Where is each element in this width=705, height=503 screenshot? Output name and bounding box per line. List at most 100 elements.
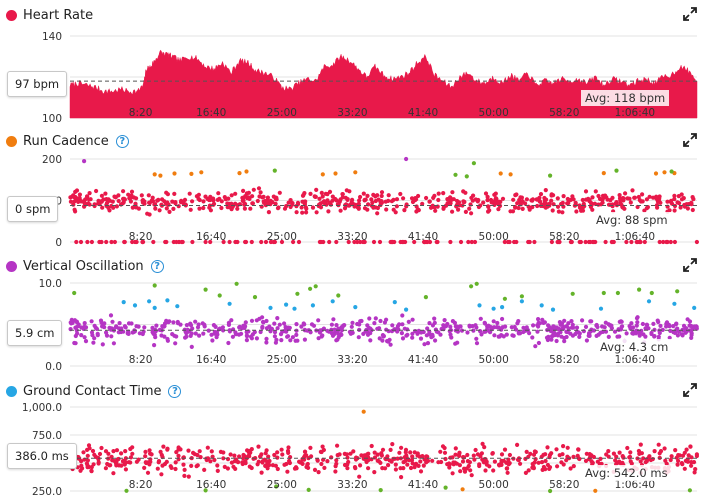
data-point <box>244 169 249 174</box>
data-point <box>386 193 391 198</box>
data-point <box>302 337 307 342</box>
data-point <box>575 453 580 458</box>
data-point <box>391 197 396 202</box>
data-point <box>173 466 178 472</box>
ground-contact-time-chart[interactable]: 1,000.0750.0500.0250.08:2016:4025:0033:2… <box>0 376 705 503</box>
data-point <box>277 190 282 195</box>
data-point <box>544 197 549 202</box>
data-point <box>251 456 256 461</box>
data-point <box>250 201 255 206</box>
data-point <box>355 239 360 245</box>
data-point <box>185 327 190 332</box>
data-point <box>628 326 633 331</box>
data-point <box>593 488 598 493</box>
data-point <box>404 333 409 338</box>
data-point <box>675 289 680 294</box>
data-point <box>625 196 630 201</box>
data-point <box>349 324 354 329</box>
data-point <box>433 208 438 213</box>
question-circle-icon[interactable]: ? <box>150 259 164 273</box>
data-point <box>317 330 322 335</box>
data-point <box>667 335 672 340</box>
data-point <box>201 199 206 204</box>
data-point <box>502 239 507 245</box>
data-point <box>302 453 307 458</box>
data-point <box>378 460 383 465</box>
data-point <box>630 188 635 193</box>
data-point <box>85 194 90 199</box>
data-point <box>334 323 339 328</box>
data-point <box>236 460 241 465</box>
data-point <box>318 449 323 454</box>
data-point <box>310 303 315 308</box>
data-point <box>283 325 288 330</box>
data-point <box>606 334 611 339</box>
data-point <box>316 318 321 323</box>
data-point <box>90 448 96 454</box>
data-point <box>471 193 476 198</box>
vertical-oscillation-chart[interactable]: 10.05.00.08:2016:4025:0033:2041:4050:005… <box>0 251 705 373</box>
data-point <box>378 318 383 324</box>
expand-arrows-icon[interactable] <box>683 7 697 21</box>
data-point <box>498 171 503 176</box>
data-point <box>499 333 504 338</box>
expand-arrows-icon[interactable] <box>683 133 697 147</box>
expand-arrows-icon[interactable] <box>683 383 697 397</box>
data-point <box>111 205 116 210</box>
data-point <box>239 325 244 330</box>
data-point <box>508 209 513 214</box>
data-point <box>591 239 597 245</box>
data-point <box>274 484 279 489</box>
data-point <box>578 239 584 245</box>
data-point <box>617 450 622 455</box>
data-point <box>668 457 673 463</box>
data-point <box>472 239 478 245</box>
expand-arrows-icon[interactable] <box>683 258 697 272</box>
data-point <box>410 199 416 205</box>
data-point <box>566 200 571 206</box>
data-point <box>675 462 680 467</box>
data-point <box>242 459 247 465</box>
data-point <box>474 341 480 346</box>
data-point <box>186 474 191 479</box>
data-point <box>533 457 538 462</box>
data-point <box>250 332 255 337</box>
data-point <box>583 458 589 463</box>
data-point <box>147 200 152 206</box>
ground-contact-time-panel: Ground Contact Time ? 1,000.0750.0500.02… <box>0 376 705 503</box>
data-point <box>368 326 373 331</box>
data-point <box>330 299 335 304</box>
data-point <box>249 318 255 323</box>
data-point <box>208 239 213 245</box>
vertical-oscillation-title: Vertical Oscillation ? <box>6 256 164 276</box>
data-point <box>120 201 125 206</box>
data-point <box>499 452 505 457</box>
ground-contact-time-legend-dot <box>6 385 17 397</box>
data-point <box>620 460 625 465</box>
data-point <box>377 239 383 245</box>
question-circle-icon[interactable]: ? <box>115 134 129 148</box>
data-point <box>460 459 466 464</box>
run-cadence-chart[interactable]: 20010008:2016:4025:0033:2041:4050:0058:2… <box>0 126 705 248</box>
data-point <box>345 466 350 471</box>
data-point <box>193 331 198 336</box>
question-circle-icon[interactable]: ? <box>168 384 182 398</box>
data-point <box>548 173 553 178</box>
data-point <box>225 457 231 462</box>
heart-rate-chart[interactable]: 1401201008:2016:4025:0033:2041:4050:0058… <box>0 0 705 122</box>
data-point <box>547 452 553 458</box>
data-point <box>453 172 458 177</box>
data-point <box>271 239 276 245</box>
data-point <box>682 450 687 455</box>
data-point <box>279 447 284 452</box>
data-point <box>80 466 85 471</box>
data-point <box>485 198 490 203</box>
data-point <box>565 445 570 450</box>
data-point <box>402 208 407 213</box>
data-point <box>583 189 589 194</box>
data-point <box>329 455 334 460</box>
data-point <box>536 317 541 322</box>
data-point <box>424 333 429 338</box>
data-point <box>687 319 693 324</box>
heart-rate-title-text: Heart Rate <box>23 7 94 23</box>
